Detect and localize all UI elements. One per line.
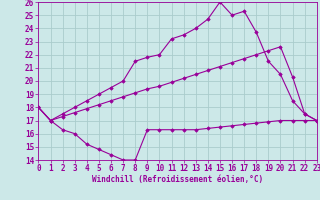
X-axis label: Windchill (Refroidissement éolien,°C): Windchill (Refroidissement éolien,°C) xyxy=(92,175,263,184)
